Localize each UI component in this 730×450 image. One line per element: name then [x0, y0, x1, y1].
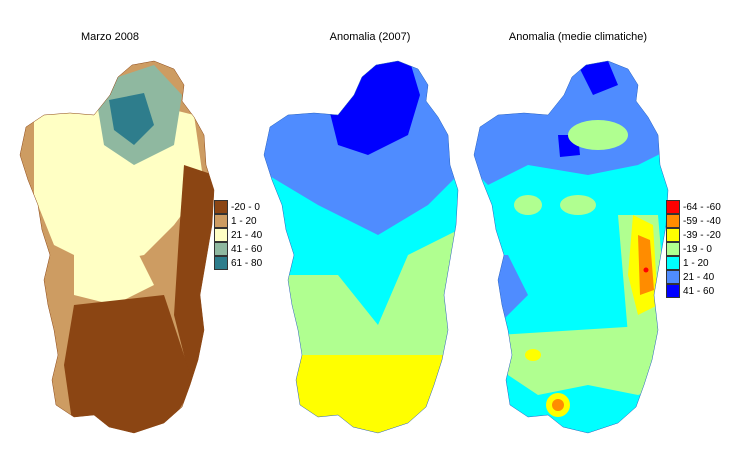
map-anomalia-2007: [263, 60, 459, 434]
legend-marzo-2008: -20 - 0 1 - 20 21 - 40 41 - 60 61 - 80: [214, 200, 262, 270]
map-title-marzo-2008: Marzo 2008: [80, 31, 140, 43]
legend-label: 21 - 40: [683, 271, 715, 283]
legend-item: 21 - 40: [666, 270, 721, 284]
legend-label: 61 - 80: [231, 257, 263, 269]
legend-label: -39 - -20: [683, 229, 721, 241]
legend-item: -64 - -60: [666, 200, 721, 214]
map-anomalia-medie: [473, 60, 669, 434]
map-title-anomalia-2007: Anomalia (2007): [329, 31, 411, 43]
legend-swatch: [666, 242, 680, 256]
legend-label: 1 - 20: [683, 257, 709, 269]
legend-swatch: [666, 228, 680, 242]
legend-swatch: [666, 214, 680, 228]
legend-item: 21 - 40: [214, 228, 262, 242]
legend-label: -64 - -60: [683, 201, 721, 213]
legend-item: -39 - -20: [666, 228, 721, 242]
legend-item: -59 - -40: [666, 214, 721, 228]
legend-swatch: [214, 242, 228, 256]
legend-item: 41 - 60: [214, 242, 262, 256]
legend-swatch: [214, 228, 228, 242]
legend-swatch: [666, 256, 680, 270]
legend-label: -59 - -40: [683, 215, 721, 227]
legend-swatch: [666, 200, 680, 214]
legend-swatch: [666, 284, 680, 298]
legend-item: 1 - 20: [214, 214, 262, 228]
legend-swatch: [214, 214, 228, 228]
legend-item: 41 - 60: [666, 284, 721, 298]
legend-swatch: [214, 200, 228, 214]
legend-item: 61 - 80: [214, 256, 262, 270]
map-marzo-2008: [19, 60, 215, 434]
legend-item: -20 - 0: [214, 200, 262, 214]
legend-label: 21 - 40: [231, 229, 263, 241]
legend-label: 1 - 20: [231, 215, 257, 227]
legend-anomalia-medie: -64 - -60 -59 - -40 -39 - -20 -19 - 0 1 …: [666, 200, 721, 298]
legend-swatch: [666, 270, 680, 284]
legend-item: 1 - 20: [666, 256, 721, 270]
legend-label: -19 - 0: [683, 243, 712, 255]
map-title-anomalia-medie: Anomalia (medie climatiche): [508, 31, 648, 43]
legend-swatch: [214, 256, 228, 270]
legend-label: 41 - 60: [231, 243, 263, 255]
legend-item: -19 - 0: [666, 242, 721, 256]
legend-label: 41 - 60: [683, 285, 715, 297]
legend-label: -20 - 0: [231, 201, 260, 213]
